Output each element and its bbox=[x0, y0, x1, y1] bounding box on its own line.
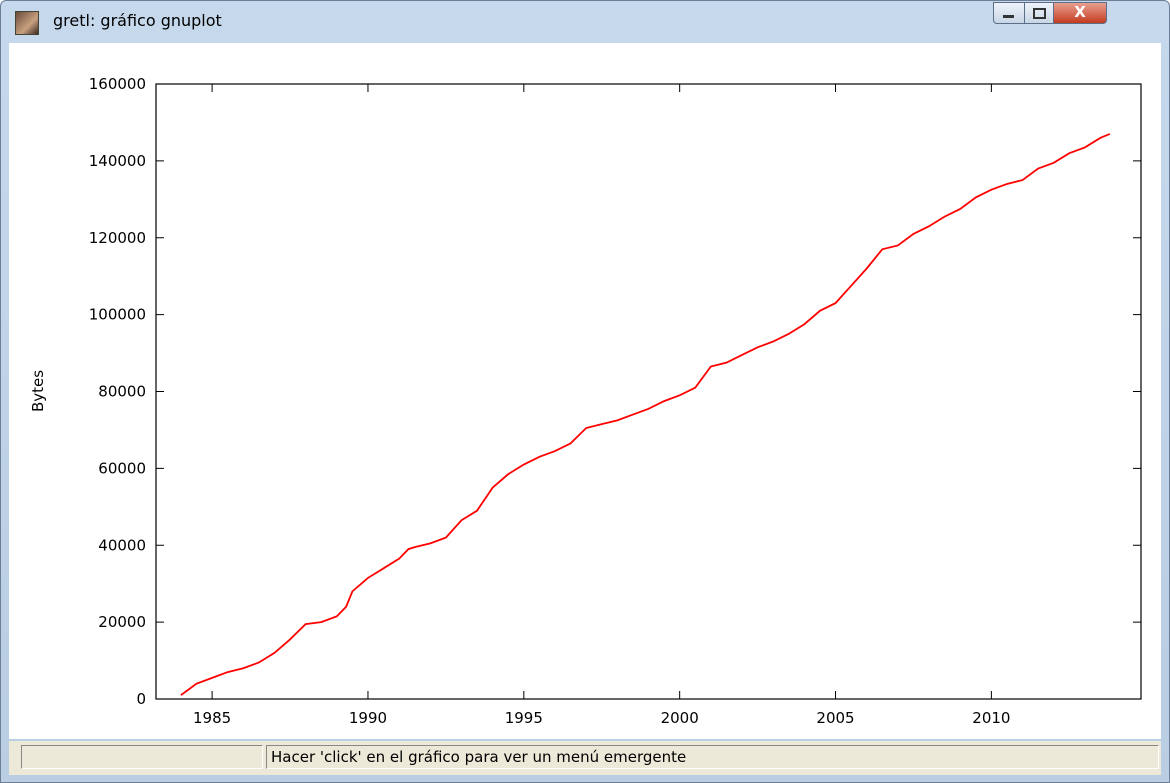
status-message: Hacer 'click' en el gráfico para ver un … bbox=[266, 745, 1159, 769]
y-tick-label: 140000 bbox=[89, 152, 146, 170]
status-bar: Hacer 'click' en el gráfico para ver un … bbox=[9, 741, 1161, 775]
y-axis-label: Bytes bbox=[29, 370, 47, 412]
maximize-button[interactable] bbox=[1024, 2, 1054, 24]
y-tick-label: 120000 bbox=[89, 229, 146, 247]
data-line bbox=[180, 133, 1111, 696]
y-tick-label: 40000 bbox=[98, 536, 146, 554]
x-tick-label: 1985 bbox=[193, 709, 231, 727]
minimize-button[interactable] bbox=[993, 2, 1025, 24]
chart: Bytes 0 20000 40000 60000 80000 100000 120000 1… bbox=[29, 75, 1142, 727]
x-tick-label: 2000 bbox=[661, 709, 699, 727]
y-tick-label: 60000 bbox=[98, 459, 146, 477]
x-tick-label: 2005 bbox=[816, 709, 854, 727]
plot-frame bbox=[155, 83, 1142, 700]
window-title: gretl: gráfico gnuplot bbox=[53, 11, 222, 30]
x-tick-label: 1990 bbox=[349, 709, 387, 727]
app-icon bbox=[15, 11, 39, 35]
status-left bbox=[21, 745, 263, 769]
y-tick-label: 0 bbox=[136, 690, 146, 708]
y-tick-label: 20000 bbox=[98, 613, 146, 631]
x-tick-label: 2010 bbox=[972, 709, 1010, 727]
y-tick-label: 100000 bbox=[89, 306, 146, 324]
x-tick-label: 1995 bbox=[505, 709, 543, 727]
y-tick-label: 160000 bbox=[89, 75, 146, 93]
y-tick-label: 80000 bbox=[98, 383, 146, 401]
close-button[interactable]: X bbox=[1053, 2, 1107, 24]
plot-area[interactable]: Bytes 0 20000 40000 60000 80000 100000 120000 1… bbox=[9, 43, 1161, 739]
